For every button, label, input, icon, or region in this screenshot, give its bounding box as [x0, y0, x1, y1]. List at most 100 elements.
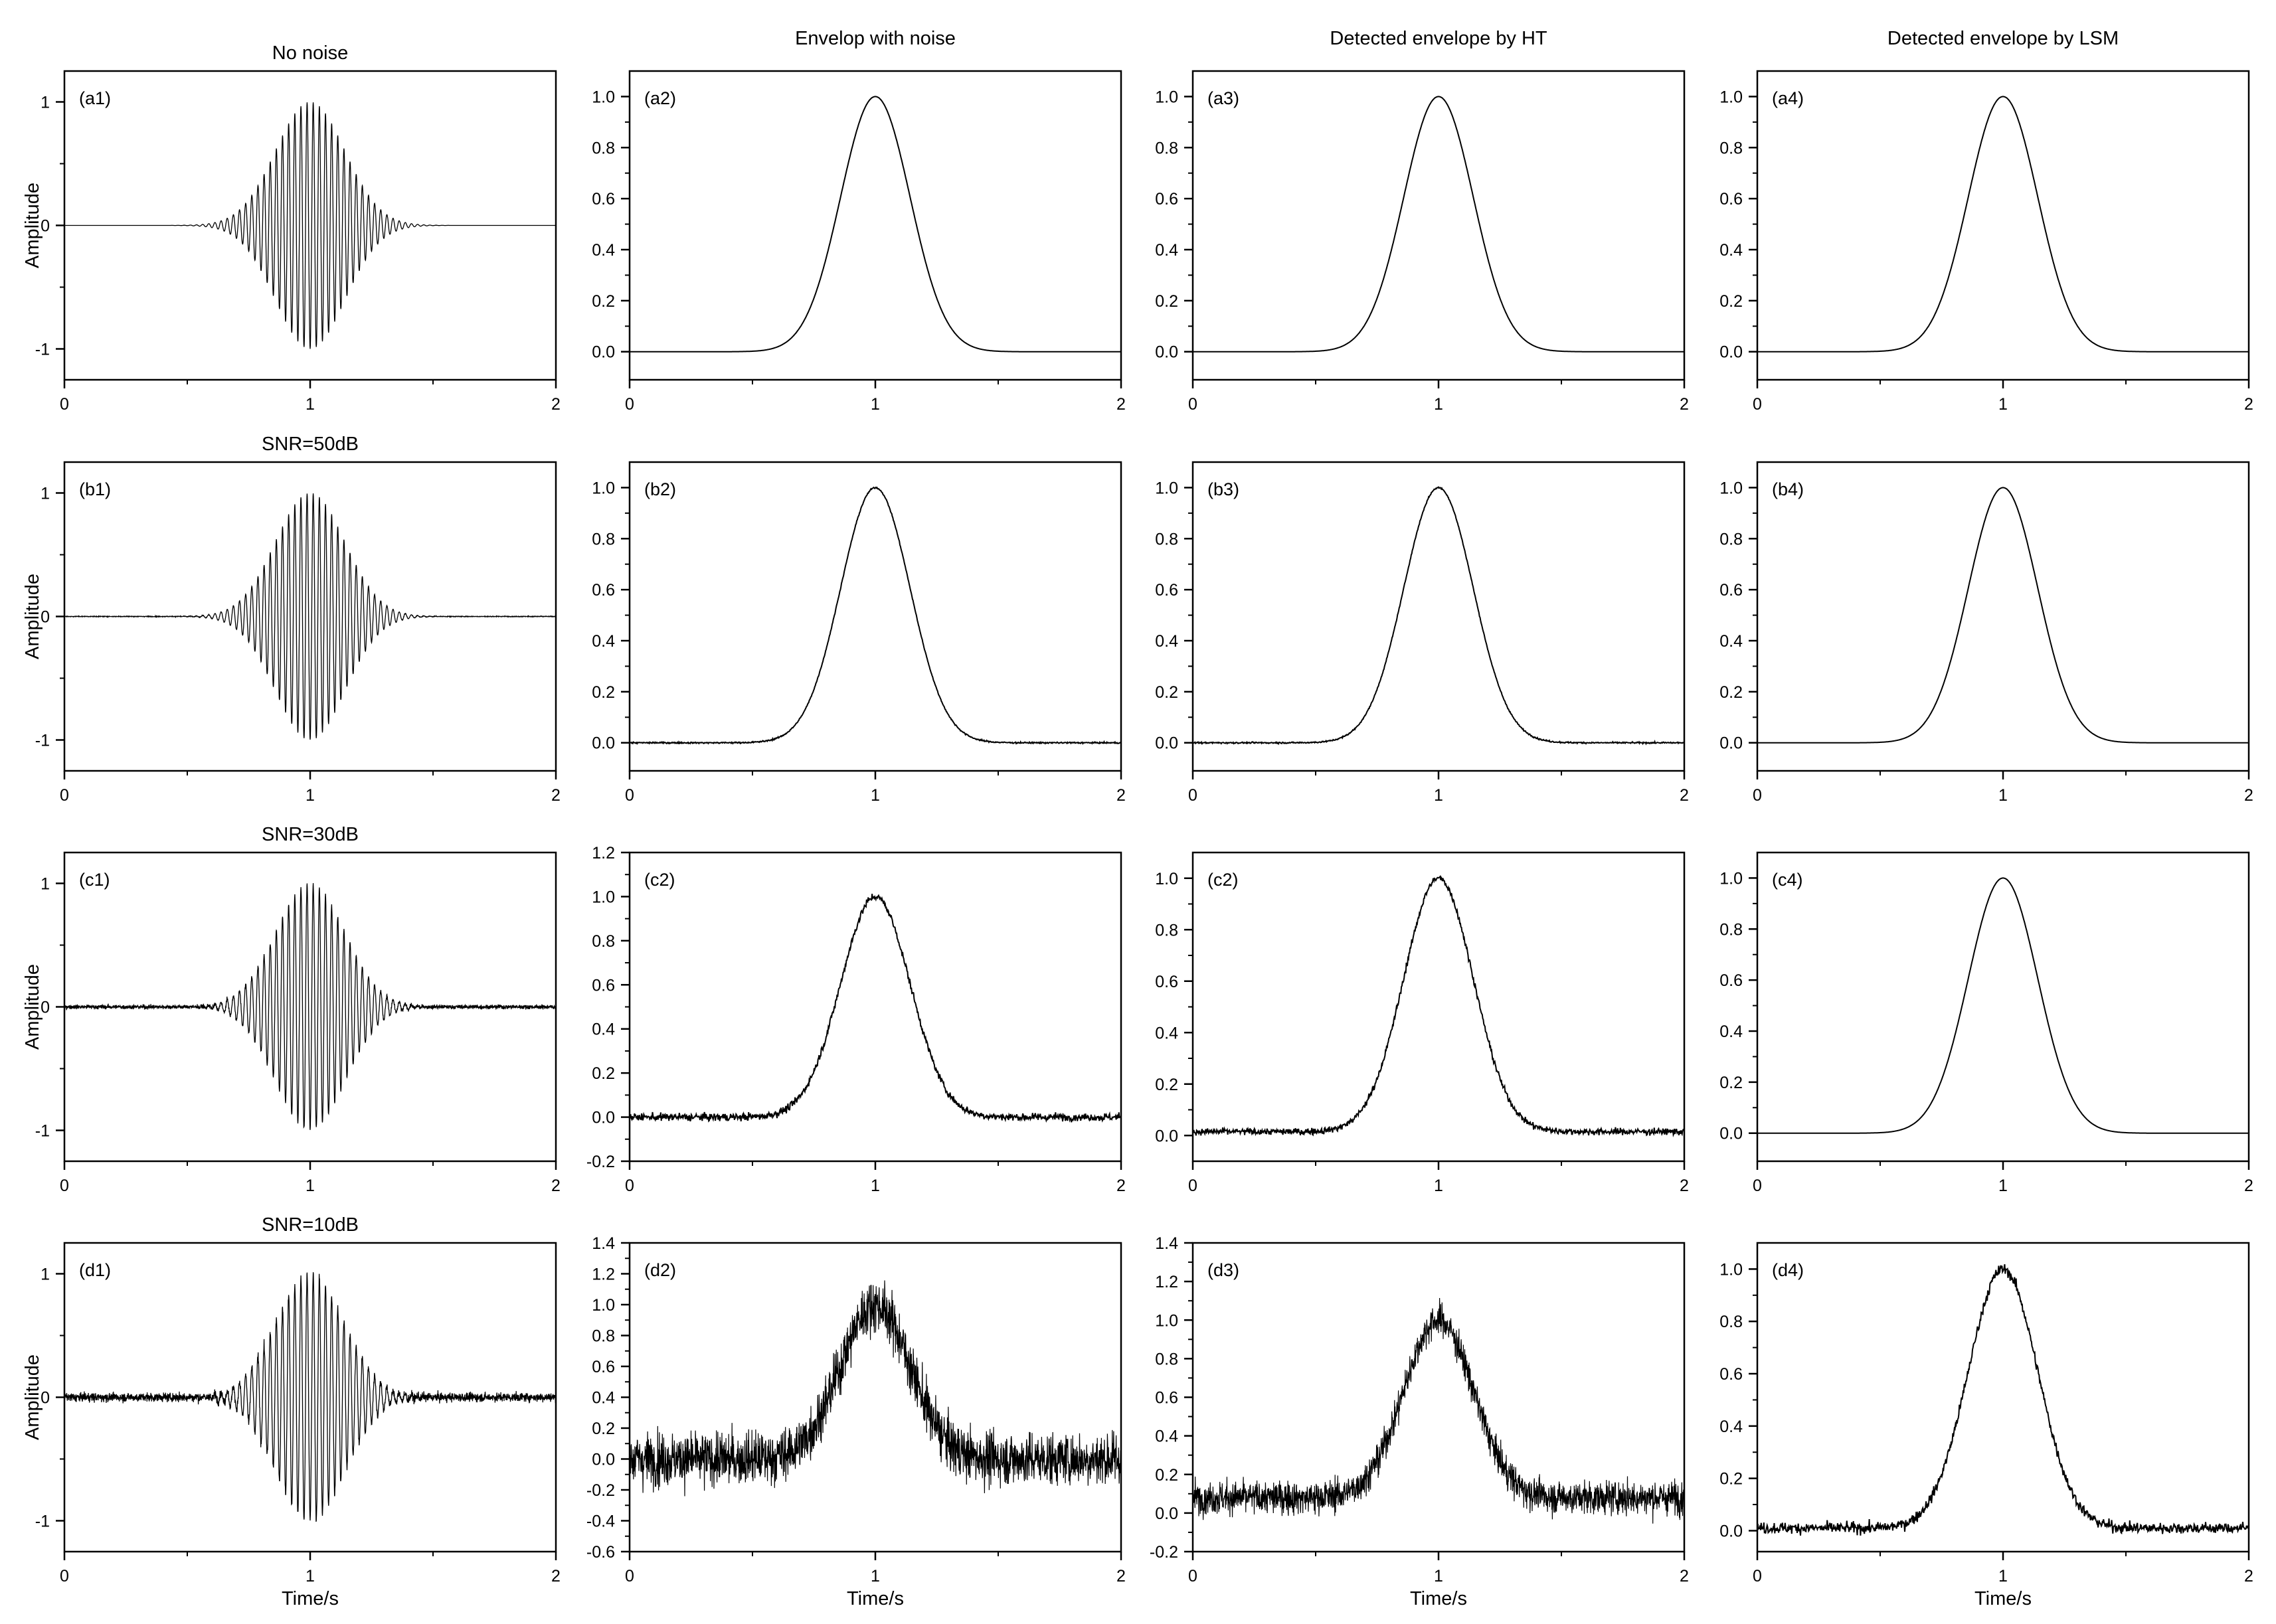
y-tick-label-b3: 1.0: [1155, 479, 1178, 497]
series-line-a2: [630, 96, 1121, 353]
x-tick-label-a1: 0: [60, 395, 69, 414]
x-tick-label-d3: 1: [1434, 1567, 1443, 1585]
y-tick-label-b1: -1: [35, 732, 50, 750]
x-tick-label-b2: 2: [1116, 786, 1126, 805]
panel-d1: 0 1 2 -1 0 1 (d1) SNR=10dB Amplitude Time/s: [22, 1214, 561, 1609]
panel-label-a3: (a3): [1207, 88, 1239, 108]
y-tick-label-c4: 0.2: [1719, 1074, 1743, 1092]
x-axis-label-d2: Time/s: [847, 1588, 904, 1609]
y-tick-label-d2: 0.0: [592, 1451, 615, 1469]
y-tick-label-a3: 0.8: [1155, 139, 1178, 157]
x-tick-label-c1: 2: [551, 1177, 561, 1195]
y-tick-label-c2: 0.4: [592, 1020, 615, 1039]
y-tick-label-a3: 0.4: [1155, 241, 1178, 260]
y-tick-label-d4: 0.2: [1719, 1470, 1743, 1489]
panel-label-d1: (d1): [79, 1260, 111, 1280]
y-tick-label-d2: -0.2: [586, 1481, 615, 1500]
y-tick-label-c4: 0.8: [1719, 920, 1743, 939]
y-tick-label-d3: 1.4: [1155, 1234, 1178, 1253]
y-tick-label-b1: 0: [41, 608, 50, 627]
x-tick-label-c3: 0: [1188, 1177, 1197, 1195]
x-tick-label-b3: 1: [1434, 786, 1443, 805]
panel-label-a4: (a4): [1772, 88, 1804, 108]
x-tick-label-b4: 2: [2244, 786, 2253, 805]
series-line-b3: [1192, 485, 1685, 746]
x-tick-label-d4: 2: [2244, 1567, 2253, 1585]
panel-label-c3: (c2): [1207, 870, 1239, 890]
x-tick-label-a2: 1: [871, 395, 880, 414]
panel-label-b3: (b3): [1207, 479, 1239, 499]
panel-a3: 0 1 2 0.0 0.2 0.4 0.6 0.8 1.0 (a3) Detected envelo…: [1155, 28, 1689, 414]
plot-frame-b4: [1756, 461, 2250, 772]
y-tick-label-d2: 0.6: [592, 1358, 615, 1376]
series-line-b2: [629, 486, 1122, 745]
y-tick-label-c3: 0.8: [1155, 921, 1178, 939]
x-tick-label-b1: 2: [551, 786, 561, 805]
plot-frame-a4: [1756, 70, 2250, 381]
y-tick-label-b2: 0.8: [592, 530, 615, 548]
series-line-b1: [64, 493, 557, 740]
y-tick-label-b2: 0.2: [592, 683, 615, 702]
panel-b2: 0 1 2 0.0 0.2 0.4 0.6 0.8 1.0 (b2): [592, 461, 1126, 805]
panel-label-b4: (b4): [1772, 479, 1804, 499]
panel-title-a3: Detected envelope by HT: [1330, 28, 1547, 49]
series-line-b4: [1757, 487, 2249, 744]
x-tick-label-c4: 0: [1753, 1177, 1762, 1195]
x-tick-label-b4: 0: [1753, 786, 1762, 805]
y-tick-label-d3: 1.2: [1155, 1273, 1178, 1291]
y-axis-label-c1: Amplitude: [22, 964, 43, 1050]
y-tick-label-a4: 0.4: [1719, 241, 1743, 260]
x-tick-label-c2: 0: [625, 1177, 634, 1195]
y-tick-label-d1: -1: [35, 1512, 50, 1531]
x-tick-label-a2: 0: [625, 395, 634, 414]
x-tick-label-d2: 2: [1116, 1567, 1126, 1585]
plot-frame-a3: [1191, 70, 1686, 381]
panel-label-a1: (a1): [79, 88, 111, 108]
x-tick-label-a4: 1: [1998, 395, 2008, 414]
y-tick-label-c4: 1.0: [1719, 869, 1743, 888]
y-tick-label-d1: 1: [41, 1265, 50, 1284]
x-tick-label-a1: 2: [551, 395, 561, 414]
y-tick-label-d4: 0.4: [1719, 1418, 1743, 1436]
series-line-a3: [1193, 96, 1684, 353]
x-tick-label-b4: 1: [1998, 786, 2008, 805]
panel-title-a1: No noise: [272, 42, 348, 64]
x-tick-label-a1: 1: [306, 395, 315, 414]
y-tick-label-b3: 0.2: [1155, 683, 1178, 702]
y-tick-label-b4: 0.8: [1719, 530, 1743, 548]
y-tick-label-b3: 0.8: [1155, 530, 1178, 548]
y-tick-label-c2: 0.8: [592, 932, 615, 951]
y-tick-label-d2: 0.4: [592, 1389, 615, 1408]
y-tick-label-b2: 1.0: [592, 479, 615, 497]
y-tick-label-c3: 1.0: [1155, 870, 1178, 888]
plot-frame-b2: [628, 461, 1122, 772]
series-line-d1: [64, 1272, 557, 1522]
x-tick-label-c1: 1: [306, 1177, 315, 1195]
panel-a4: 0 1 2 0.0 0.2 0.4 0.6 0.8 1.0 (a4) Detected envelo…: [1719, 28, 2253, 414]
panel-title-a4: Detected envelope by LSM: [1887, 28, 2119, 49]
y-tick-label-b3: 0.4: [1155, 632, 1178, 651]
x-tick-label-d2: 1: [871, 1567, 880, 1585]
x-axis-label-d4: Time/s: [1974, 1588, 2032, 1609]
y-tick-label-c4: 0.4: [1719, 1022, 1743, 1041]
panel-d3: 0 1 2 -0.2 0.0 0.2 0.4 0.6 0.8 1.0 1.2 1.4 (d3) Time/…: [1150, 1234, 1689, 1609]
panel-b1: 0 1 2 -1 0 1 (b1) SNR=50dB Amplitude: [22, 434, 561, 805]
panel-b3: 0 1 2 0.0 0.2 0.4 0.6 0.8 1.0 (b3): [1155, 461, 1689, 805]
y-tick-label-b1: 1: [41, 485, 50, 503]
x-tick-label-d4: 0: [1753, 1567, 1762, 1585]
y-tick-label-a4: 1.0: [1719, 88, 1743, 106]
y-tick-label-c3: 0.2: [1155, 1076, 1178, 1094]
y-tick-label-b4: 0.2: [1719, 683, 1743, 702]
y-tick-label-c3: 0.6: [1155, 973, 1178, 991]
y-tick-label-d3: 0.0: [1155, 1504, 1178, 1523]
y-tick-label-b4: 0.0: [1719, 734, 1743, 753]
y-tick-label-a2: 0.4: [592, 241, 615, 260]
panel-label-c2: (c2): [644, 870, 675, 890]
y-tick-label-d3: 0.6: [1155, 1389, 1178, 1408]
y-tick-label-c2: 0.0: [592, 1109, 615, 1127]
x-tick-label-c3: 2: [1680, 1177, 1689, 1195]
series-line-d3: [1192, 1297, 1685, 1524]
panel-c2: 0 1 2 -0.2 0.0 0.2 0.4 0.6 0.8 1.0 1.2 (c2): [586, 844, 1126, 1195]
y-tick-label-d4: 1.0: [1719, 1260, 1743, 1279]
y-tick-label-a2: 0.8: [592, 139, 615, 157]
